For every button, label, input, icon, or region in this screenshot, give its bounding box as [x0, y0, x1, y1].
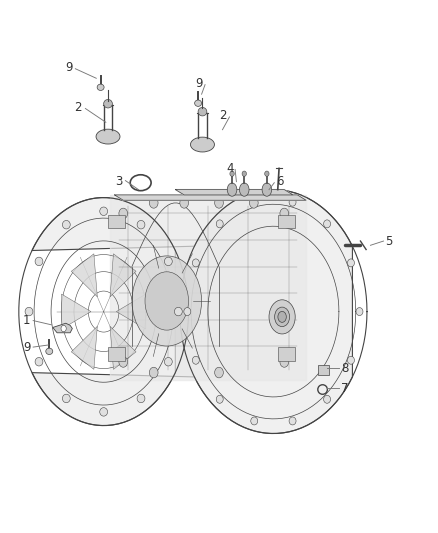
- Ellipse shape: [100, 408, 108, 416]
- Ellipse shape: [251, 198, 258, 206]
- Ellipse shape: [230, 171, 234, 176]
- Ellipse shape: [289, 198, 296, 206]
- Ellipse shape: [145, 272, 188, 330]
- Ellipse shape: [289, 417, 296, 425]
- Circle shape: [149, 367, 158, 378]
- Ellipse shape: [347, 356, 354, 364]
- Bar: [318, 365, 329, 375]
- Polygon shape: [53, 323, 72, 333]
- Ellipse shape: [262, 183, 272, 196]
- Ellipse shape: [192, 259, 199, 267]
- Circle shape: [250, 198, 258, 208]
- Polygon shape: [117, 294, 146, 329]
- Bar: [278, 348, 295, 361]
- Ellipse shape: [100, 207, 108, 215]
- Text: 9: 9: [65, 61, 73, 74]
- Ellipse shape: [96, 129, 120, 144]
- Ellipse shape: [275, 307, 290, 327]
- Circle shape: [180, 198, 188, 208]
- Circle shape: [280, 357, 289, 367]
- Ellipse shape: [184, 308, 191, 316]
- Ellipse shape: [25, 308, 33, 316]
- Ellipse shape: [356, 308, 363, 316]
- Ellipse shape: [216, 220, 223, 228]
- Bar: [278, 215, 295, 228]
- Circle shape: [119, 208, 127, 219]
- Ellipse shape: [132, 256, 201, 346]
- Ellipse shape: [347, 259, 354, 267]
- Ellipse shape: [35, 257, 43, 265]
- Ellipse shape: [194, 100, 201, 107]
- Ellipse shape: [227, 183, 237, 196]
- Ellipse shape: [240, 183, 249, 196]
- Ellipse shape: [137, 394, 145, 403]
- Polygon shape: [110, 254, 136, 297]
- Text: 1: 1: [23, 314, 30, 327]
- Ellipse shape: [324, 220, 331, 228]
- Bar: [108, 215, 125, 228]
- Text: 2: 2: [219, 109, 227, 122]
- Polygon shape: [176, 190, 293, 195]
- Ellipse shape: [104, 100, 113, 108]
- Ellipse shape: [46, 348, 53, 354]
- Circle shape: [215, 367, 223, 378]
- Circle shape: [119, 357, 127, 367]
- Polygon shape: [71, 254, 97, 297]
- Text: 9: 9: [196, 77, 203, 90]
- Ellipse shape: [174, 308, 182, 316]
- Text: 4: 4: [226, 162, 233, 175]
- Circle shape: [215, 198, 223, 208]
- Ellipse shape: [269, 300, 295, 334]
- Ellipse shape: [278, 311, 286, 322]
- Polygon shape: [110, 195, 306, 381]
- Ellipse shape: [35, 358, 43, 366]
- Ellipse shape: [62, 394, 70, 403]
- Ellipse shape: [137, 221, 145, 229]
- Text: 2: 2: [74, 101, 81, 114]
- Polygon shape: [32, 190, 353, 433]
- Text: 3: 3: [115, 175, 123, 188]
- Polygon shape: [115, 195, 306, 200]
- Polygon shape: [110, 326, 136, 369]
- Text: 7: 7: [342, 382, 349, 395]
- Ellipse shape: [216, 395, 223, 403]
- Ellipse shape: [198, 108, 207, 116]
- Ellipse shape: [192, 356, 199, 364]
- Bar: [108, 348, 125, 361]
- Circle shape: [61, 325, 66, 332]
- Ellipse shape: [324, 395, 331, 403]
- Circle shape: [280, 208, 289, 219]
- Text: 6: 6: [276, 175, 284, 188]
- Text: 8: 8: [342, 362, 349, 375]
- Ellipse shape: [251, 417, 258, 425]
- Ellipse shape: [242, 171, 247, 176]
- Ellipse shape: [62, 221, 70, 229]
- Polygon shape: [71, 326, 97, 369]
- Circle shape: [149, 198, 158, 208]
- Text: 5: 5: [385, 235, 392, 247]
- Ellipse shape: [164, 257, 172, 265]
- Ellipse shape: [97, 84, 104, 91]
- Ellipse shape: [191, 137, 215, 152]
- Ellipse shape: [164, 358, 172, 366]
- Ellipse shape: [265, 171, 269, 176]
- Text: 9: 9: [23, 341, 30, 353]
- Polygon shape: [61, 294, 91, 329]
